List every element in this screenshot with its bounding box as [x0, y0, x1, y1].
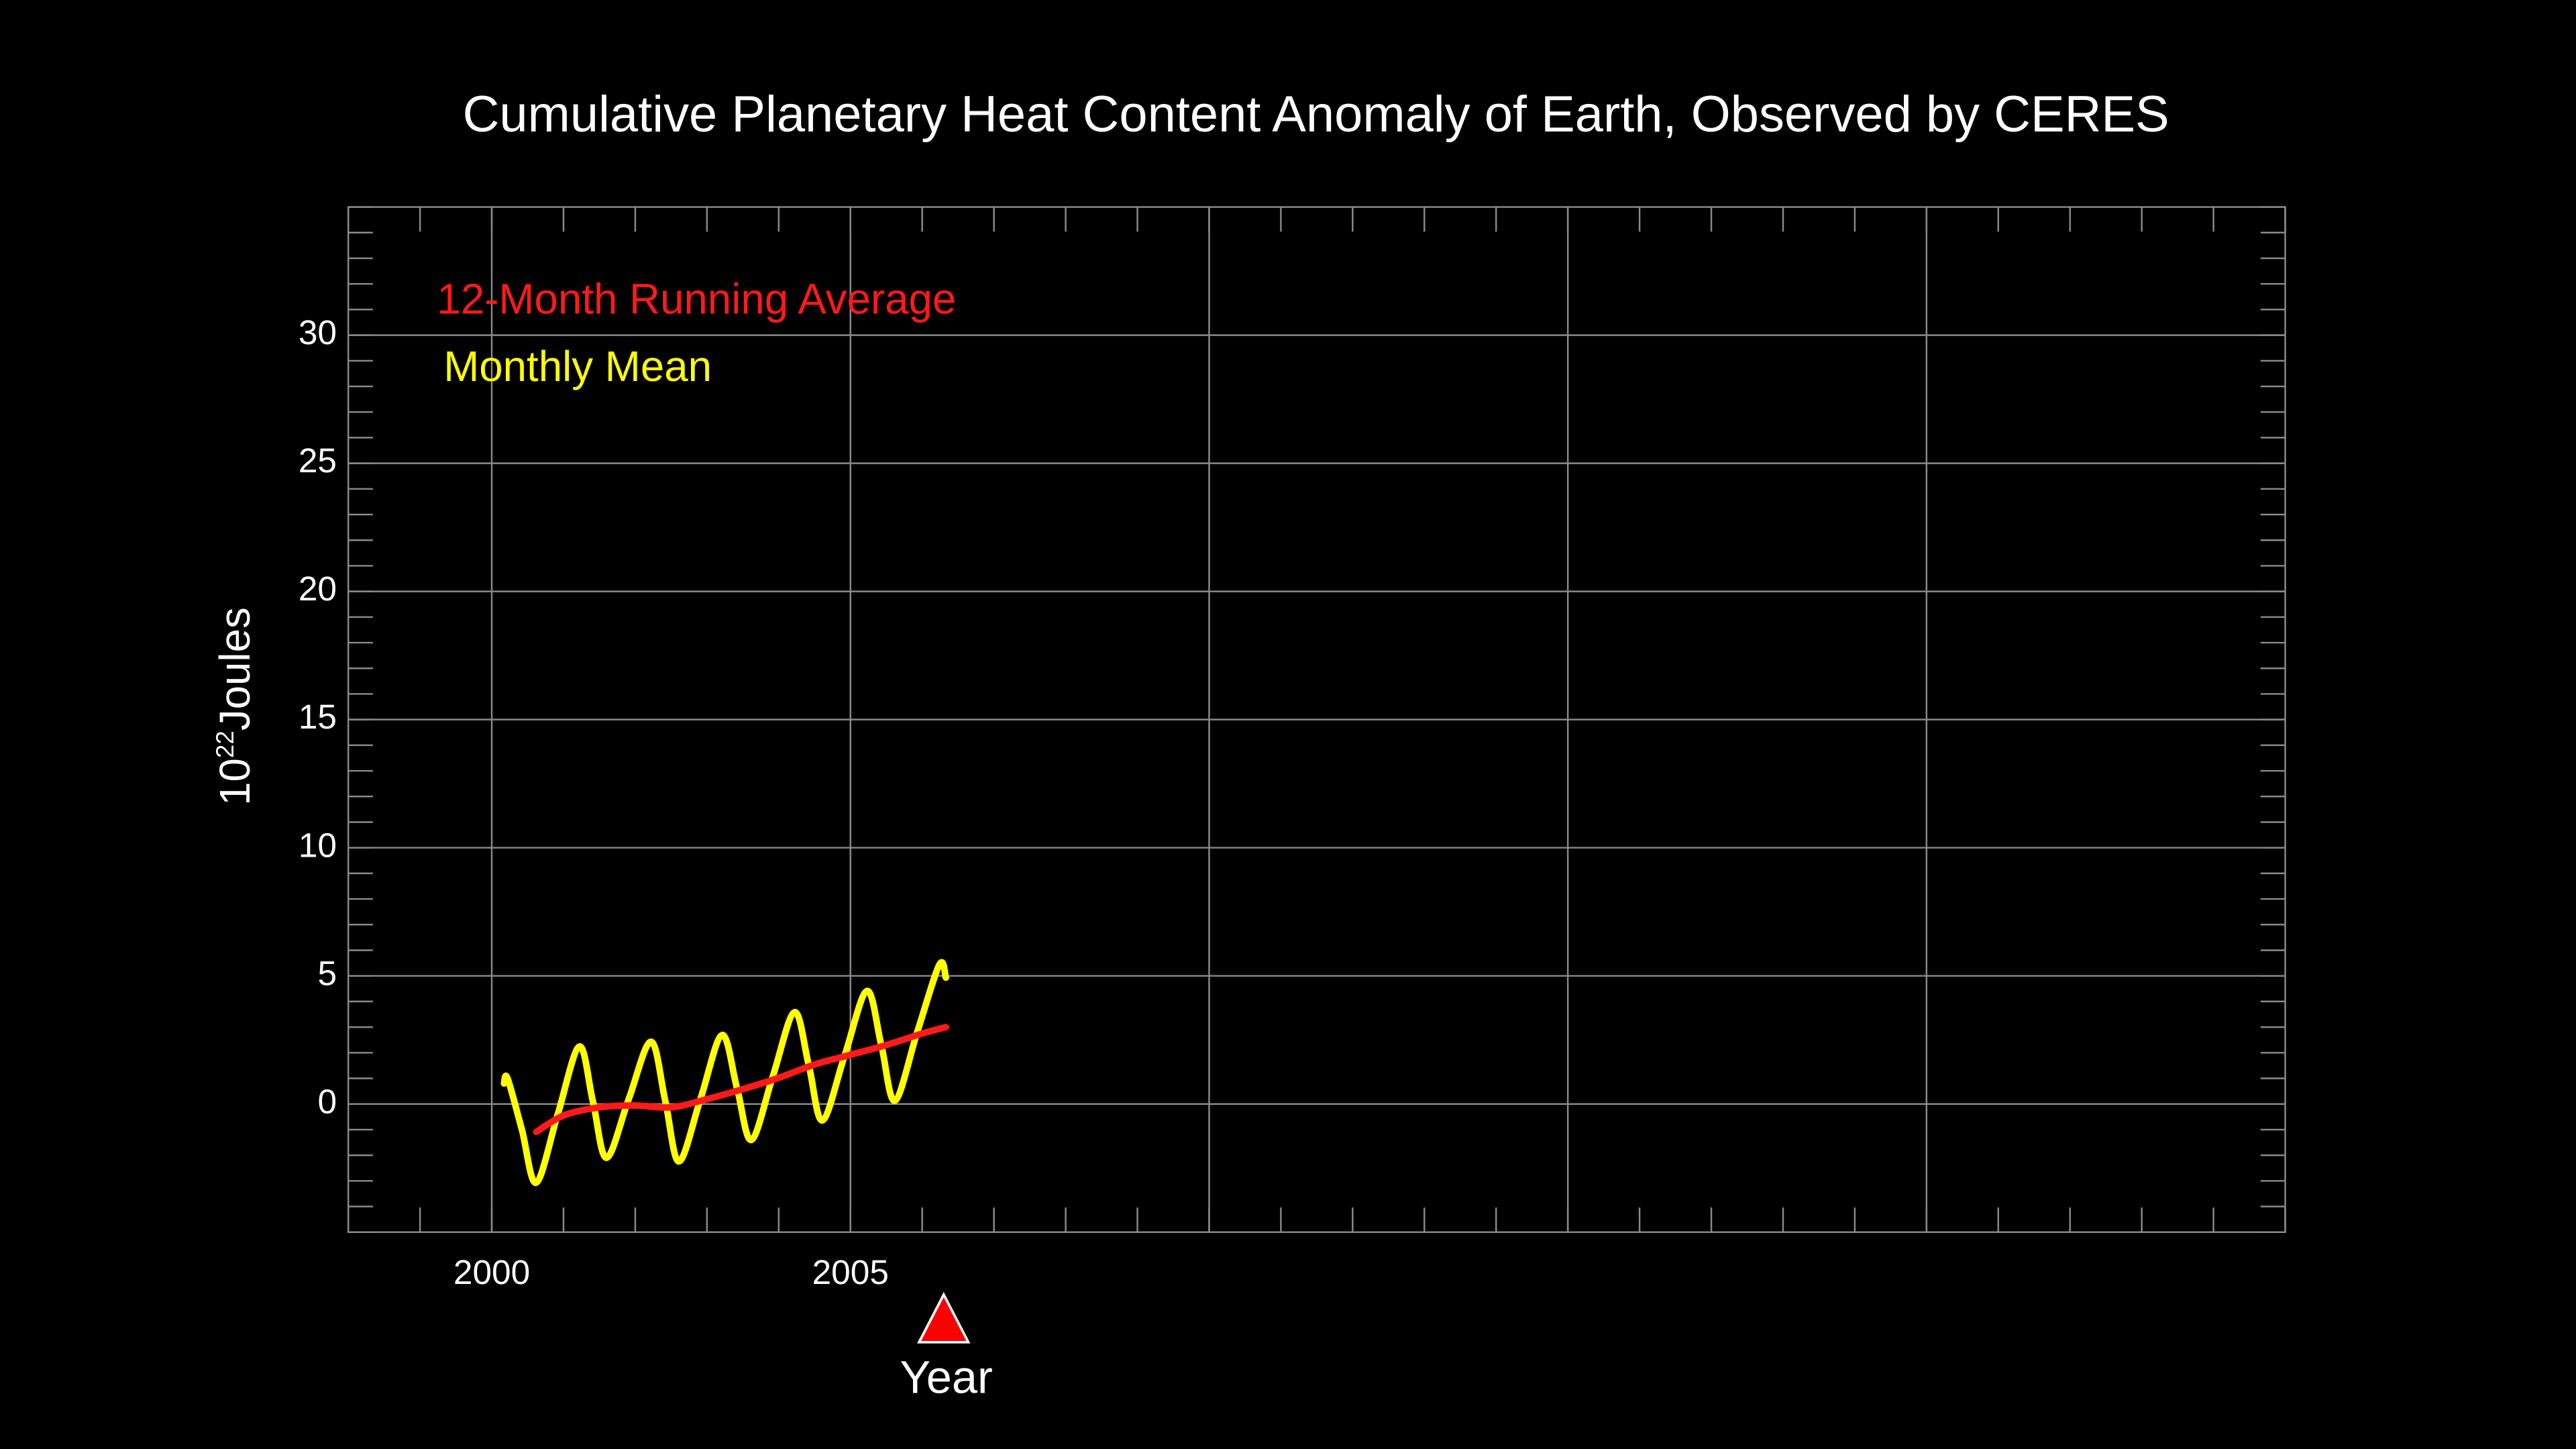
current-year-marker [917, 1291, 971, 1344]
x-tick-label: 2000 [453, 1252, 530, 1291]
y-tick-label: 30 [299, 313, 337, 352]
y-label-unit: Joules [211, 607, 259, 731]
data-line [533, 1024, 949, 1136]
y-tick-label: 5 [317, 953, 337, 992]
y-tick-label: 15 [299, 697, 337, 736]
y-tick-label: 10 [299, 825, 337, 864]
plot-frame [347, 206, 2286, 1233]
x-axis-label: Year [900, 1352, 993, 1403]
y-label-base: 10 [211, 758, 259, 806]
y-tick-label: 25 [299, 441, 337, 480]
y-axis-label: 1022Joules [211, 607, 259, 806]
x-tick-label: 2005 [812, 1252, 889, 1291]
legend-entry: 12-Month Running Average [437, 275, 956, 323]
chart-title: Cumulative Planetary Heat Content Anomal… [463, 86, 2169, 143]
y-tick-label: 0 [317, 1081, 337, 1120]
y-label-exponent: 22 [211, 731, 239, 758]
legend-entry: Monthly Mean [443, 343, 712, 390]
y-tick-label: 20 [299, 569, 337, 608]
data-line [500, 959, 949, 1186]
